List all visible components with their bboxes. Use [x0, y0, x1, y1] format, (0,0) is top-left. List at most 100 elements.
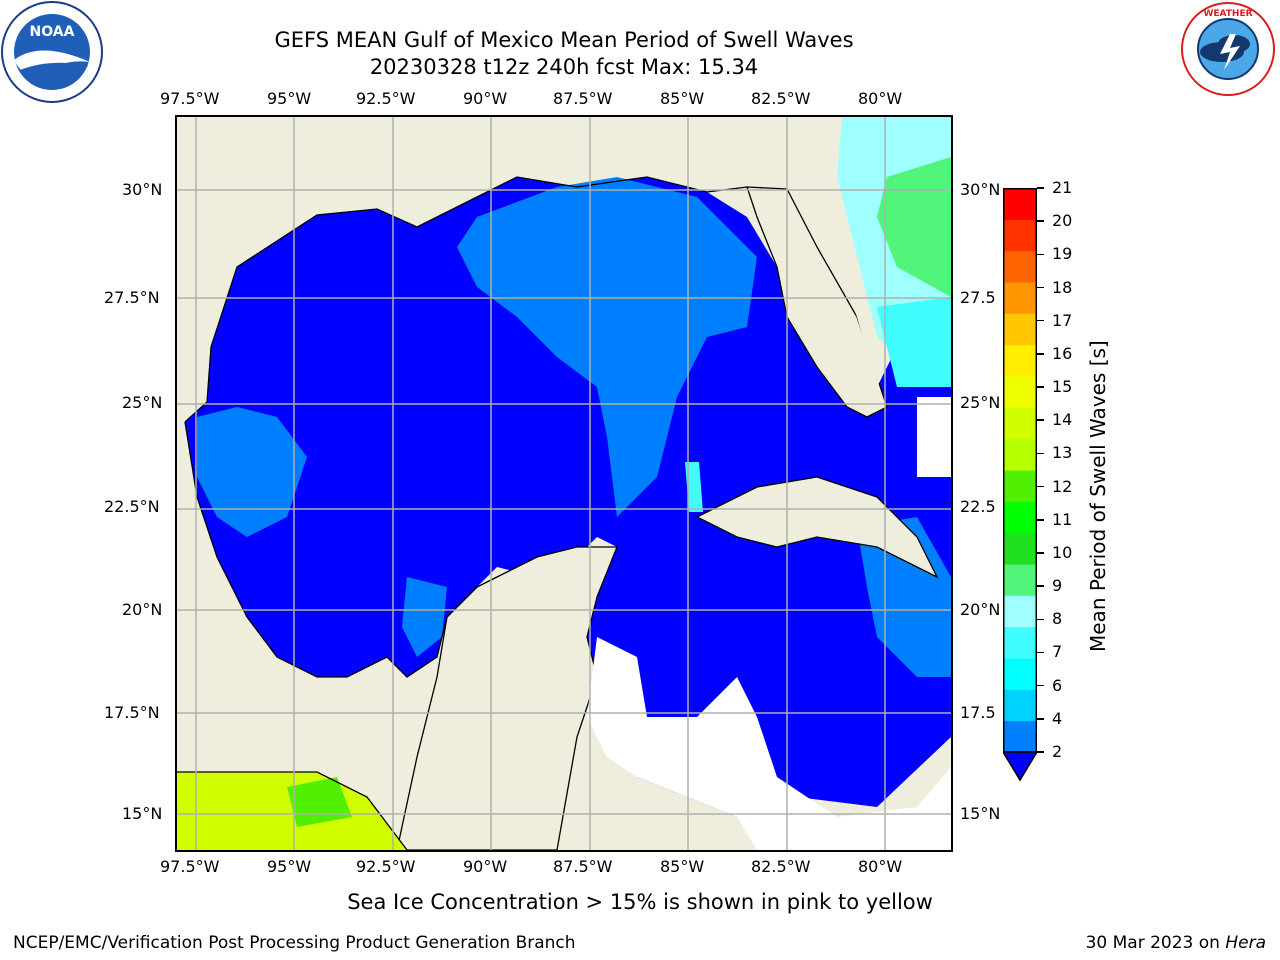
nws-logo: WEATHER: [1178, 0, 1278, 98]
colorbar-swatch: [1003, 219, 1037, 252]
lon-tick-top: 92.5°W: [356, 89, 416, 108]
yucatan-land: [396, 546, 618, 850]
caribbean-nodata: [587, 637, 951, 850]
colorbar-tick-label: 6: [1052, 675, 1063, 695]
colorbar-title: Mean Period of Swell Waves [s]: [1086, 340, 1110, 652]
colorbar-swatch: [1003, 250, 1037, 283]
lat-tick-right: 15°N: [960, 804, 1001, 823]
chart-subtitle: 20230328 t12z 240h fcst Max: 15.34: [369, 55, 759, 79]
map-gridlines: [177, 117, 951, 850]
colorbar-swatch: [1003, 720, 1037, 753]
lon-tick-top: 90°W: [463, 89, 508, 108]
map-panel: [175, 115, 953, 852]
colorbar-swatch: [1003, 501, 1037, 534]
colorbar-tick-label: 12: [1052, 476, 1073, 496]
colorbar-tick-mark: [1037, 684, 1044, 687]
colorbar-swatch: [1003, 282, 1037, 314]
swell-2-4-central: [457, 177, 757, 517]
sea-ice-note: Sea Ice Concentration > 15% is shown in …: [347, 890, 933, 914]
lon-tick-top: 85°W: [660, 89, 705, 108]
colorbar-tick-mark: [1037, 552, 1044, 554]
colorbar-tick-mark: [1037, 419, 1044, 421]
colorbar-tick-label: 20: [1052, 211, 1073, 231]
colorbar-tick-label: 21: [1052, 178, 1073, 197]
colorbar: [1001, 188, 1039, 782]
svg-text:WEATHER: WEATHER: [1203, 9, 1252, 19]
footer-host: Hera: [1225, 933, 1266, 953]
colorbar-outline: [1003, 188, 1037, 753]
lon-tick-bottom: 82.5°W: [751, 857, 811, 876]
pacific-swell: [177, 772, 407, 850]
colorbar-tick-mark: [1037, 452, 1044, 455]
colorbar-tick-mark: [1037, 187, 1044, 189]
lat-tick-left: 30°N: [122, 180, 163, 199]
gulf-water: [185, 177, 951, 817]
colorbar-swatches: [1001, 188, 1039, 782]
colorbar-swatch: [1003, 564, 1037, 596]
atlantic-swell-green: [877, 157, 951, 297]
lon-tick-bottom: 80°W: [858, 857, 903, 876]
lon-tick-bottom: 95°W: [267, 857, 312, 876]
colorbar-tick-mark: [1037, 220, 1044, 222]
lon-tick-top: 97.5°W: [160, 89, 220, 108]
colorbar-tick-mark: [1037, 253, 1044, 256]
gulf-coastline: [184, 176, 748, 423]
lon-tick-bottom: 85°W: [660, 857, 705, 876]
chart-title: GEFS MEAN Gulf of Mexico Mean Period of …: [274, 28, 854, 52]
colorbar-swatch: [1003, 376, 1037, 408]
colorbar-swatch: [1003, 658, 1037, 690]
colorbar-tick-label: 15: [1052, 377, 1073, 397]
colorbar-tick-label: 17: [1052, 310, 1073, 330]
colorbar-tick-label: 16: [1052, 343, 1073, 363]
florida-east-land: [817, 117, 882, 387]
colorbar-swatch: [1003, 470, 1037, 502]
lon-tick-bottom: 87.5°W: [553, 857, 613, 876]
colorbar-tick-mark: [1037, 286, 1044, 289]
colorbar-swatch: [1003, 407, 1037, 440]
east-nodata: [917, 397, 951, 477]
colorbar-tick-label: 14: [1052, 410, 1073, 430]
map-canvas: [177, 117, 951, 850]
colorbar-swatch: [1003, 626, 1037, 659]
footer-date: 30 Mar 2023 on Hera: [1086, 933, 1266, 953]
lon-tick-top: 82.5°W: [751, 89, 811, 108]
lat-tick-right: 30°N: [960, 180, 1001, 199]
colorbar-swatch: [1003, 595, 1037, 628]
footer-date-text: 30 Mar 2023 on: [1085, 933, 1226, 953]
lat-tick-right: 27.5: [960, 288, 996, 307]
colorbar-tick-mark: [1037, 585, 1044, 587]
atlantic-swell-cyan: [877, 297, 951, 387]
colorbar-tick-label: 8: [1052, 609, 1063, 629]
florida-land: [746, 186, 888, 418]
colorbar-tick-mark: [1037, 751, 1044, 753]
colorbar-tick-mark: [1037, 386, 1044, 388]
svg-text:NOAA: NOAA: [30, 24, 75, 40]
lat-tick-left: 15°N: [122, 804, 163, 823]
lat-tick-left: 20°N: [122, 600, 163, 619]
lon-tick-bottom: 92.5°W: [356, 857, 416, 876]
colorbar-underflow: [1001, 751, 1039, 782]
lat-tick-left: 27.5°N: [104, 288, 160, 307]
colorbar-swatch: [1003, 532, 1037, 565]
swell-2-4-bay: [402, 577, 447, 657]
lat-tick-left: 17.5°N: [104, 703, 160, 722]
colorbar-tick-mark: [1037, 319, 1044, 322]
lat-tick-right: 25°N: [960, 393, 1001, 412]
colorbar-tick-label: 4: [1052, 708, 1063, 728]
lat-tick-right: 17.5: [960, 703, 996, 722]
lon-tick-top: 87.5°W: [553, 89, 613, 108]
colorbar-swatch: [1003, 689, 1037, 722]
lat-tick-left: 22.5°N: [104, 497, 160, 516]
lon-tick-top: 95°W: [267, 89, 312, 108]
noaa-logo: NOAA: [0, 0, 104, 104]
colorbar-swatch: [1003, 313, 1037, 346]
colorbar-swatch: [1003, 188, 1037, 220]
yucatan-cyan: [685, 462, 703, 512]
colorbar-tick-label: 11: [1052, 509, 1073, 529]
lon-tick-top: 80°W: [858, 89, 903, 108]
lat-tick-right: 20°N: [960, 600, 1001, 619]
colorbar-tick-mark: [1037, 718, 1044, 720]
colorbar-swatch: [1003, 344, 1037, 377]
colorbar-tick-mark: [1037, 651, 1044, 654]
colorbar-swatch: [1003, 438, 1037, 471]
